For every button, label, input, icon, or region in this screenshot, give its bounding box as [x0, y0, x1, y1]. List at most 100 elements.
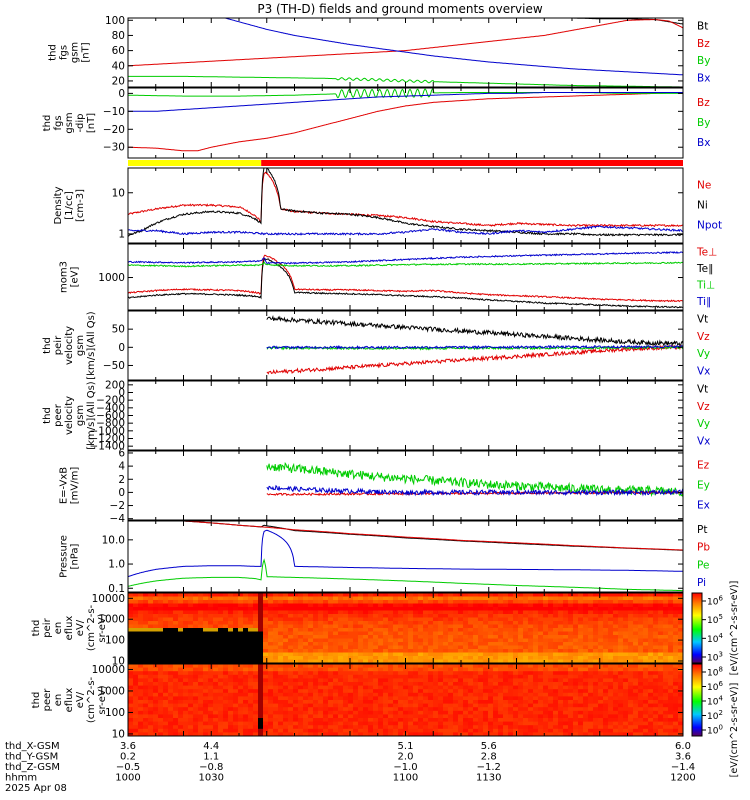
ylabel-fgs_gsm_components-4: [nT] [86, 113, 97, 133]
ylabel-peer_velocity-4: [km/s](All Qs) [86, 381, 97, 449]
ylabel-peir_velocity-1: peir [53, 335, 64, 355]
ylabel-peir_en_eflux-5: (cm^2-s- [86, 604, 97, 651]
series-pressure-1 [177, 521, 683, 551]
series-temperature-0 [128, 254, 683, 303]
legend-efield-1: Ey [697, 480, 710, 492]
ytick-label-peir_en_eflux-2: 1000 [98, 614, 125, 626]
ytick-label-peer_velocity-7: 0 [118, 387, 125, 399]
legend-temperature-2: Ti⊥ [696, 279, 715, 291]
spectrogram-peir_en_eflux [128, 593, 683, 663]
series-fgs_gsm_total-2 [128, 75, 683, 87]
colorbar-tick-0-2: 104 [707, 632, 723, 645]
ytick-label-fgs_gsm_total-0: 20 [112, 75, 125, 87]
ytick-label-efield-4: 4 [118, 461, 125, 473]
colorbar-0 [691, 592, 703, 664]
ytick-label-pressure-0: 0.1 [108, 583, 125, 595]
ylabel-peir_en_eflux-0: thd [31, 620, 42, 637]
colorbar-title-1: [eV/(cm^2-s-sr-eV)] [729, 683, 740, 778]
ylabel-density-2: [cm-3] [75, 189, 86, 222]
ylabel-peer_en_eflux-2: en [53, 694, 64, 707]
xaxis-value-0-0: 3.6 [120, 741, 136, 752]
xaxis-row-label-3: hhmm [5, 773, 37, 784]
series-peir_velocity-1 [266, 344, 683, 375]
series-efield-0 [266, 461, 683, 498]
legend-peir_velocity-1: Vz [697, 331, 710, 343]
ylabel-temperature-0: mom3 [59, 261, 70, 293]
ytick-label-peir_en_eflux-3: 10000 [92, 593, 125, 605]
colorbar-title-0: [eV/(cm^2-s-sr-eV)] [729, 581, 740, 676]
xaxis-value-3-1: 1030 [199, 773, 224, 784]
xaxis-value-1-1: 1.1 [203, 752, 219, 763]
ytick-label-fgs_gsm_components-1: −20 [103, 124, 125, 136]
xaxis-row-label-1: thd_Y-GSM [5, 752, 58, 763]
legend-temperature-1: Te∥ [696, 263, 713, 275]
ytick-label-fgs_gsm_total-1: 40 [112, 60, 125, 72]
ytick-label-fgs_gsm_total-4: 100 [105, 15, 125, 27]
xaxis-value-2-4: −1.4 [671, 762, 695, 773]
plot-frame-peer_velocity [127, 380, 684, 451]
ylabel-peer_en_eflux-4: eV/ [75, 691, 86, 708]
series-temperature-2 [128, 261, 683, 268]
ylabel-fgs_gsm_total-1: fgs [59, 45, 70, 60]
series-density-0 [128, 171, 683, 228]
legend-peer_velocity-3: Vx [697, 435, 710, 447]
legend-fgs_gsm_total-1: Bz [697, 38, 710, 50]
time-axis: thd_X-GSM 3.6 4.4 5.1 5.6 6.0 thd_Y-GSM 0.2 1.1 2… [5, 741, 696, 794]
ylabel-peer_en_eflux-0: thd [31, 692, 42, 709]
ylabel-peer_velocity-0: thd [42, 407, 53, 424]
colorbar-tick-0-3: 103 [707, 651, 723, 664]
ytick-label-peir_velocity-2: 50 [112, 324, 125, 336]
series-fgs_gsm_components-2 [128, 92, 683, 112]
figure-title: P3 (TH-D) fields and ground moments over… [257, 2, 542, 16]
ylabel-peer_en_eflux-1: peer [42, 688, 53, 712]
ytick-label-fgs_gsm_total-3: 80 [112, 30, 125, 42]
panel-temperature: 1000 mom3 [eV] Te⊥ Te∥ Ti⊥ Ti∥ [59, 243, 717, 311]
xaxis-value-3-3: 1130 [476, 773, 501, 784]
panel-fgs_gsm_components: −30 −20 −10 0 thd fgs gsm -dip [nT] Bz By Bx [42, 87, 710, 159]
ylabel-fgs_gsm_components-1: fgs [53, 115, 64, 130]
ylabel-peir_en_eflux-6: sr-eV) [97, 613, 108, 642]
ylabel-peir_velocity-2: velocity [64, 326, 75, 365]
panel-pressure: 0.1 1.0 10.0 Pressure [nPa] Pt Pb Pe Pi [59, 520, 710, 595]
legend-density-2: Npot [697, 220, 722, 232]
xaxis-value-3-2: 1100 [393, 773, 418, 784]
legend-fgs_gsm_total-0: Bt [697, 21, 708, 33]
series-pressure-3 [128, 529, 683, 578]
ytick-label-pressure-1: 1.0 [108, 559, 125, 571]
legend-pressure-2: Pe [697, 559, 709, 571]
xaxis-row-label-0: thd_X-GSM [5, 741, 60, 752]
series-fgs_gsm_total-1 [128, 19, 683, 67]
xaxis-value-1-0: 0.2 [120, 752, 136, 763]
ylabel-pressure-1: [nPa] [70, 543, 81, 569]
mode-bar [128, 160, 683, 166]
xaxis-value-0-4: 6.0 [675, 741, 691, 752]
ylabel-density-0: Density [53, 186, 64, 224]
legend-fgs_gsm_components-0: Bz [697, 97, 710, 109]
series-peir_velocity-2 [266, 345, 683, 351]
ytick-label-efield-3: 2 [118, 474, 125, 486]
xaxis-value-1-3: 2.8 [481, 752, 497, 763]
ylabel-peir_velocity-4: [km/s](All Qs) [86, 311, 97, 379]
legend-temperature-0: Te⊥ [696, 246, 717, 258]
ylabel-fgs_gsm_components-0: thd [42, 115, 53, 132]
ytick-label-peir_velocity-0: −50 [103, 360, 125, 372]
ylabel-peir_en_eflux-2: en [53, 622, 64, 635]
xaxis-value-3-4: 1200 [670, 773, 695, 784]
xaxis-row-label-4: 2025 Apr 08 [5, 783, 67, 794]
series-pressure-2 [128, 558, 683, 592]
ytick-label-fgs_gsm_total-2: 60 [112, 45, 125, 57]
colorbar-tick-1-4: 100 [707, 724, 723, 737]
ylabel-peir_velocity-3: gsm [75, 335, 86, 356]
ylabel-peer_velocity-3: gsm [75, 405, 86, 426]
ytick-label-peir_en_eflux-1: 100 [105, 635, 125, 647]
legend-density-1: Ni [697, 200, 708, 212]
series-density-1 [128, 168, 683, 237]
ylabel-peer_velocity-1: peer [53, 403, 64, 427]
ylabel-peir_en_eflux-1: peir [42, 617, 53, 637]
xaxis-value-0-3: 5.6 [481, 741, 497, 752]
legend-peer_velocity-2: Vy [697, 418, 710, 430]
panel-peir_en_eflux: 10 100 1000 10000 thd peir en eflux eV/(cm^2-s-s… [31, 592, 684, 667]
spectrogram-peer_en_eflux [128, 664, 683, 736]
ytick-label-peer_velocity-4: −600 [96, 410, 125, 422]
